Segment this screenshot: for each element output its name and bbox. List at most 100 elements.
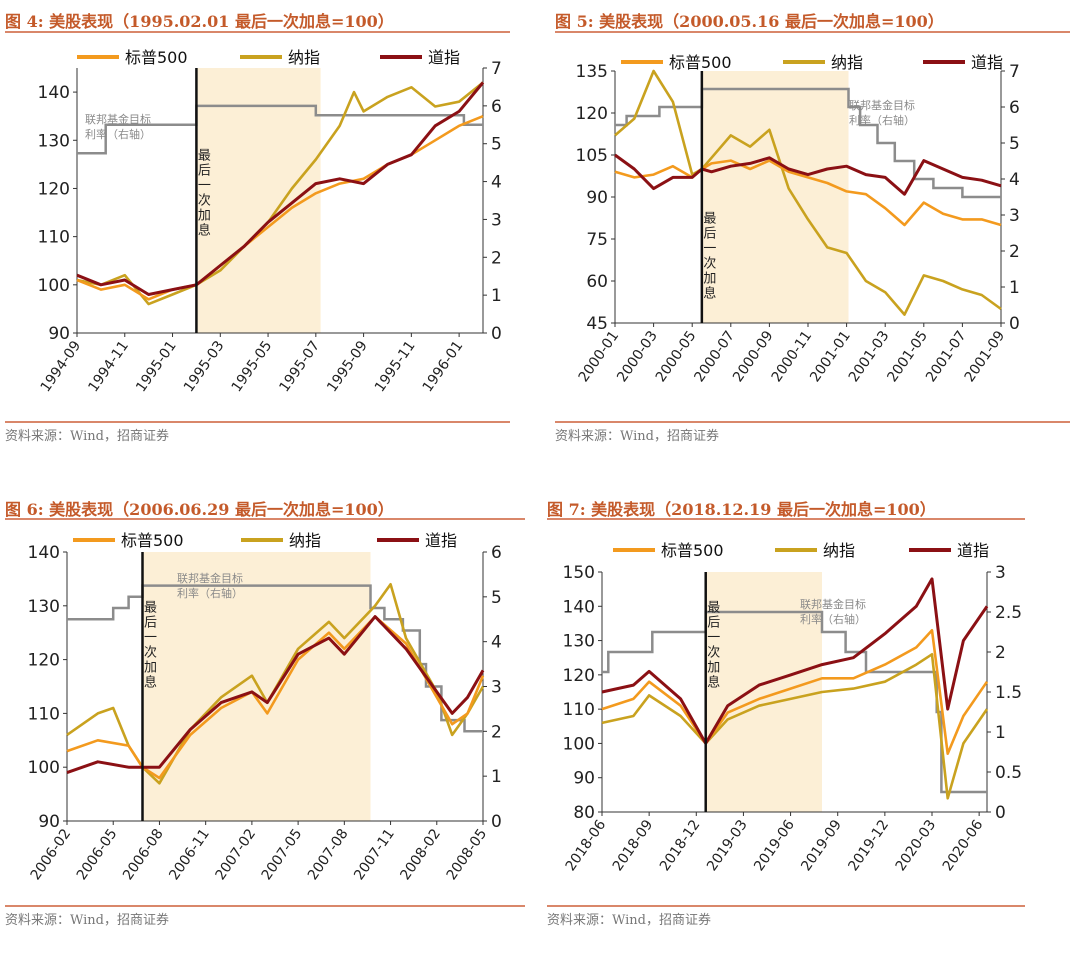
x-tick-label: 2018-12 <box>657 817 704 874</box>
fed-rate-label: 联邦基金目标 <box>849 98 915 112</box>
y-tick-label-left: 150 <box>563 563 595 583</box>
y-tick-label-right: 7 <box>491 59 502 79</box>
source-rule <box>555 421 1070 423</box>
x-tick-label: 2018-06 <box>563 817 610 874</box>
x-tick-label: 1995-01 <box>133 338 180 395</box>
y-tick-label-right: 1 <box>491 767 502 787</box>
y-tick-label-right: 0 <box>491 812 502 832</box>
y-tick-label-left: 120 <box>28 651 60 671</box>
x-tick-label: 2019-12 <box>845 817 892 874</box>
y-tick-label-right: 0 <box>1009 314 1020 334</box>
y-tick-label-right: 2 <box>995 643 1006 663</box>
x-tick-label: 1994-09 <box>38 338 85 395</box>
fed-rate-label: 利率（右轴） <box>849 113 915 127</box>
y-tick-label-left: 140 <box>28 543 60 563</box>
legend-label-dow: 道指 <box>957 541 989 560</box>
y-tick-label-right: 0 <box>491 324 502 344</box>
chart-panel-3: 图 6: 美股表现（2006.06.29 最后一次加息=100） 90 100 11… <box>5 490 525 950</box>
chart-panel-2: 图 5: 美股表现（2000.05.16 最后一次加息=100） 45 60 75 9… <box>555 0 1070 460</box>
chart-svg: 45607590105120135012345672000-012000-032… <box>576 53 1020 385</box>
y-tick-label-right: 7 <box>1009 62 1020 82</box>
series-line-dow <box>601 577 989 745</box>
fed-rate-label: 利率（右轴） <box>85 127 151 141</box>
fed-rate-line <box>615 87 1001 199</box>
series-line-sp500 <box>76 114 484 301</box>
x-tick-label: 2006-05 <box>74 826 121 883</box>
y-tick-label-right: 5 <box>1009 134 1020 154</box>
x-tick-label: 2006-11 <box>166 826 213 883</box>
legend-label-dow: 道指 <box>428 48 460 67</box>
y-tick-label-right: 6 <box>1009 98 1020 118</box>
x-tick-label: 2007-11 <box>351 826 398 883</box>
y-tick-label-right: 2 <box>1009 242 1020 262</box>
legend-label-nasdaq: 纳指 <box>831 53 863 72</box>
y-tick-label-right: 5 <box>491 135 502 155</box>
source-note: 资料来源：Wind，招商证券 <box>547 913 711 928</box>
x-tick-label: 2008-05 <box>444 826 491 883</box>
x-tick-label: 2006-02 <box>28 826 75 883</box>
legend-label-dow: 道指 <box>971 53 1003 72</box>
x-tick-label: 2019-03 <box>704 817 751 874</box>
series-line-nasdaq <box>601 653 989 800</box>
fed-rate-label: 联邦基金目标 <box>177 571 243 585</box>
y-tick-label-left: 100 <box>38 276 70 296</box>
y-tick-label-left: 130 <box>38 131 70 151</box>
x-tick-label: 2007-08 <box>305 826 352 883</box>
x-tick-label: 2006-08 <box>120 826 167 883</box>
y-tick-label-left: 120 <box>563 666 595 686</box>
x-tick-label: 2008-02 <box>397 826 444 883</box>
last-hike-label: 最后一次加息 <box>141 600 157 690</box>
chart-panel-1: 图 4: 美股表现（1995.02.01 最后一次加息=100） 90 100 11… <box>5 0 510 460</box>
chart-svg: 80 90 100 110 120 130 140 150 0 0.5 1 1.5 2 2.5 3 2018-… <box>563 541 1023 874</box>
y-tick-label-right: 2.5 <box>995 603 1022 623</box>
series-line-sp500 <box>66 615 485 780</box>
x-tick-label: 1994-11 <box>85 338 132 395</box>
x-tick-label: 1995-07 <box>276 338 323 395</box>
y-tick-label-left: 90 <box>38 812 60 832</box>
y-tick-label-left: 100 <box>563 734 595 754</box>
series-line-nasdaq <box>76 81 484 306</box>
y-tick-label-left: 100 <box>28 758 60 778</box>
x-tick-label: 2019-09 <box>798 817 845 874</box>
fed-rate-label: 利率（右轴） <box>800 612 866 626</box>
y-tick-label-right: 1 <box>1009 278 1020 298</box>
title-rule <box>5 518 525 520</box>
shaded-region <box>701 71 849 323</box>
legend-label-dow: 道指 <box>425 531 457 550</box>
y-tick-label-left: 110 <box>563 700 595 720</box>
x-tick-label: 2007-02 <box>213 826 260 883</box>
y-tick-label-left: 75 <box>586 230 608 250</box>
y-tick-label-right: 3 <box>491 678 502 698</box>
x-tick-label: 2018-09 <box>610 817 657 874</box>
y-tick-label-right: 3 <box>1009 206 1020 226</box>
y-tick-label-right: 6 <box>491 97 502 117</box>
y-tick-label-right: 1 <box>995 723 1006 743</box>
series-line-dow <box>76 81 485 296</box>
y-tick-label-left: 110 <box>38 228 70 248</box>
x-tick-label: 2007-05 <box>259 826 306 883</box>
last-hike-label: 最后一次加息 <box>704 600 720 690</box>
y-tick-label-left: 140 <box>38 83 70 103</box>
x-tick-label: 1995-09 <box>324 338 371 395</box>
x-tick-label: 2020-03 <box>893 817 940 874</box>
y-tick-label-left: 80 <box>573 803 595 823</box>
chart-panel-4: 图 7: 美股表现（2018.12.19 最后一次加息=100） 80 90 100… <box>547 490 1025 950</box>
legend-label-sp500: 标普500 <box>121 531 184 550</box>
y-tick-label-right: 1 <box>491 286 502 306</box>
y-tick-label-left: 90 <box>586 188 608 208</box>
x-tick-label: 1995-11 <box>372 338 419 395</box>
title-rule <box>555 31 1070 33</box>
x-tick-label: 2019-06 <box>751 817 798 874</box>
y-tick-label-left: 140 <box>563 597 595 617</box>
legend-label-sp500: 标普500 <box>661 541 724 560</box>
y-tick-label-right: 4 <box>491 173 502 193</box>
series-line-sp500 <box>614 159 1002 227</box>
legend-label-sp500: 标普500 <box>669 53 732 72</box>
y-tick-label-left: 110 <box>28 704 60 724</box>
fed-rate-label: 联邦基金目标 <box>85 112 151 126</box>
fed-rate-label: 联邦基金目标 <box>800 597 866 611</box>
legend-label-sp500: 标普500 <box>125 48 188 67</box>
x-tick-label: 2020-06 <box>940 817 987 874</box>
